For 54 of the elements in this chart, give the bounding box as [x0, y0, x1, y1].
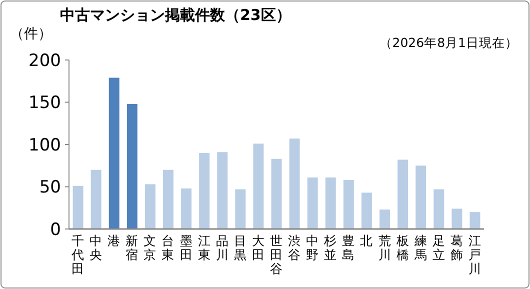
bar — [398, 160, 408, 229]
x-tick-label: 北 — [360, 233, 374, 248]
y-axis-title: （件） — [10, 26, 52, 42]
chart-subtitle: （2026年8月1日現在） — [379, 35, 518, 50]
x-tick-label: 台東 — [162, 233, 175, 262]
y-tick-label: 0 — [50, 220, 61, 240]
bar — [271, 158, 282, 229]
x-tick-label: 渋谷 — [288, 233, 302, 262]
x-tick-label: 中野 — [306, 233, 320, 262]
bar — [126, 104, 138, 229]
y-tick-label: 150 — [28, 93, 61, 114]
bar — [307, 177, 318, 229]
bar — [199, 152, 210, 229]
bar — [452, 208, 462, 229]
bar — [90, 170, 102, 229]
x-tick-label: 世田谷 — [270, 233, 283, 276]
y-tick-label: 100 — [28, 135, 61, 156]
bar — [235, 189, 246, 229]
x-tick-label: 板橋 — [395, 233, 410, 262]
x-tick-label: 葛飾 — [450, 233, 464, 262]
x-tick-label: 江戸川 — [468, 233, 482, 276]
y-tick-label: 50 — [39, 178, 61, 198]
bar — [361, 192, 372, 229]
bar — [144, 184, 156, 229]
x-tick-label: 荒川 — [378, 233, 392, 262]
bar — [470, 212, 480, 229]
x-tick-label: 目黒 — [234, 233, 247, 262]
x-tick-label: 江東 — [198, 233, 211, 262]
bar — [343, 180, 354, 229]
bar — [72, 186, 84, 229]
bar — [434, 189, 444, 229]
x-tick-label: 豊島 — [342, 233, 356, 262]
x-tick-label: 練馬 — [413, 233, 428, 262]
bar — [217, 152, 228, 229]
bar — [325, 177, 336, 229]
x-tick-label: 新宿 — [126, 233, 139, 262]
bar — [416, 166, 426, 229]
x-tick-label: 文京 — [144, 233, 157, 262]
x-tick-label: 墨田 — [180, 233, 193, 262]
bar — [108, 78, 120, 229]
x-tick-label: 港 — [108, 233, 121, 248]
x-tick-label: 大田 — [252, 233, 265, 262]
y-tick-label: 200 — [28, 50, 61, 71]
x-tick-label: 杉並 — [323, 233, 338, 262]
bar — [181, 188, 192, 229]
x-tick-label: 品川 — [216, 233, 229, 262]
x-tick-label: 中央 — [90, 233, 103, 262]
bar — [163, 170, 174, 229]
x-tick-label: 千代田 — [70, 233, 85, 276]
bar — [289, 138, 300, 229]
chart-title: 中古マンション掲載件数（23区） — [60, 6, 291, 24]
bar — [253, 144, 264, 229]
x-tick-label: 足立 — [432, 233, 446, 262]
bar — [380, 210, 390, 229]
